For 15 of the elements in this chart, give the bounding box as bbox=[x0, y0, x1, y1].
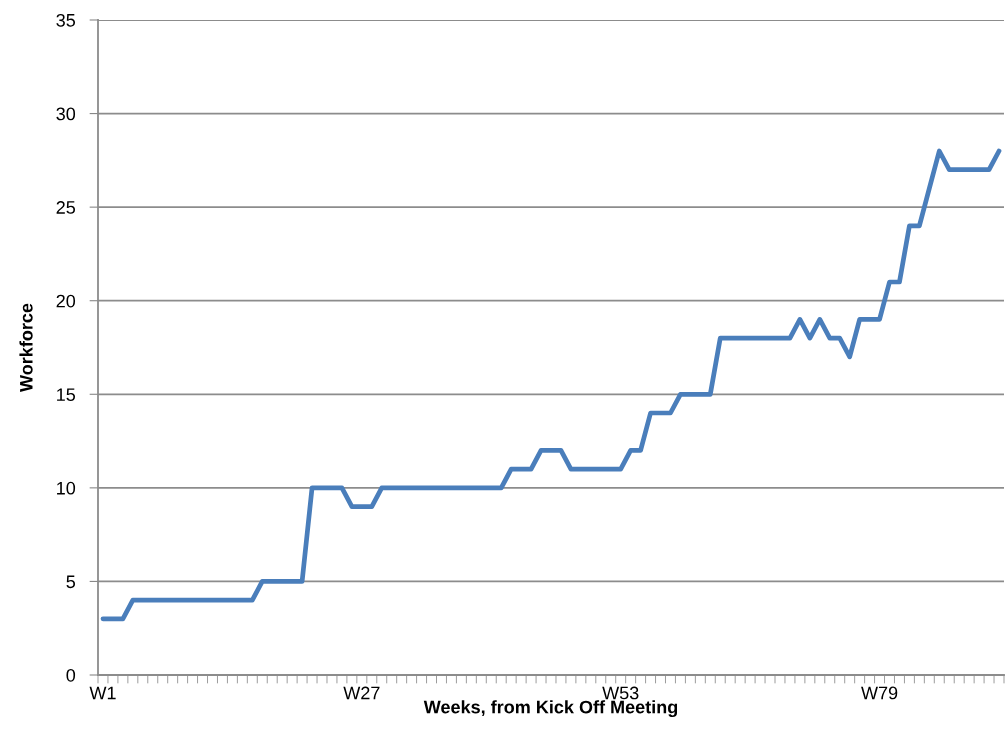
x-tick-label: W53 bbox=[602, 686, 639, 700]
y-tick-label: 30 bbox=[56, 107, 76, 121]
y-tick-label: 20 bbox=[56, 294, 76, 308]
x-tick-label: W79 bbox=[861, 686, 898, 700]
y-tick-label: 25 bbox=[56, 201, 76, 214]
y-tick-label: 0 bbox=[66, 668, 76, 682]
y-tick-label: 5 bbox=[66, 575, 76, 589]
x-tick-label: W27 bbox=[343, 686, 380, 700]
x-tick-label: W1 bbox=[89, 686, 116, 700]
y-axis-title: Workforce bbox=[19, 303, 33, 392]
x-axis-title: Weeks, from Kick Off Meeting bbox=[423, 700, 678, 718]
y-tick-label: 10 bbox=[57, 481, 76, 495]
line-series bbox=[100, 148, 1002, 622]
y-tick-label: 15 bbox=[57, 388, 76, 402]
y-tick-label: 35 bbox=[56, 13, 76, 27]
